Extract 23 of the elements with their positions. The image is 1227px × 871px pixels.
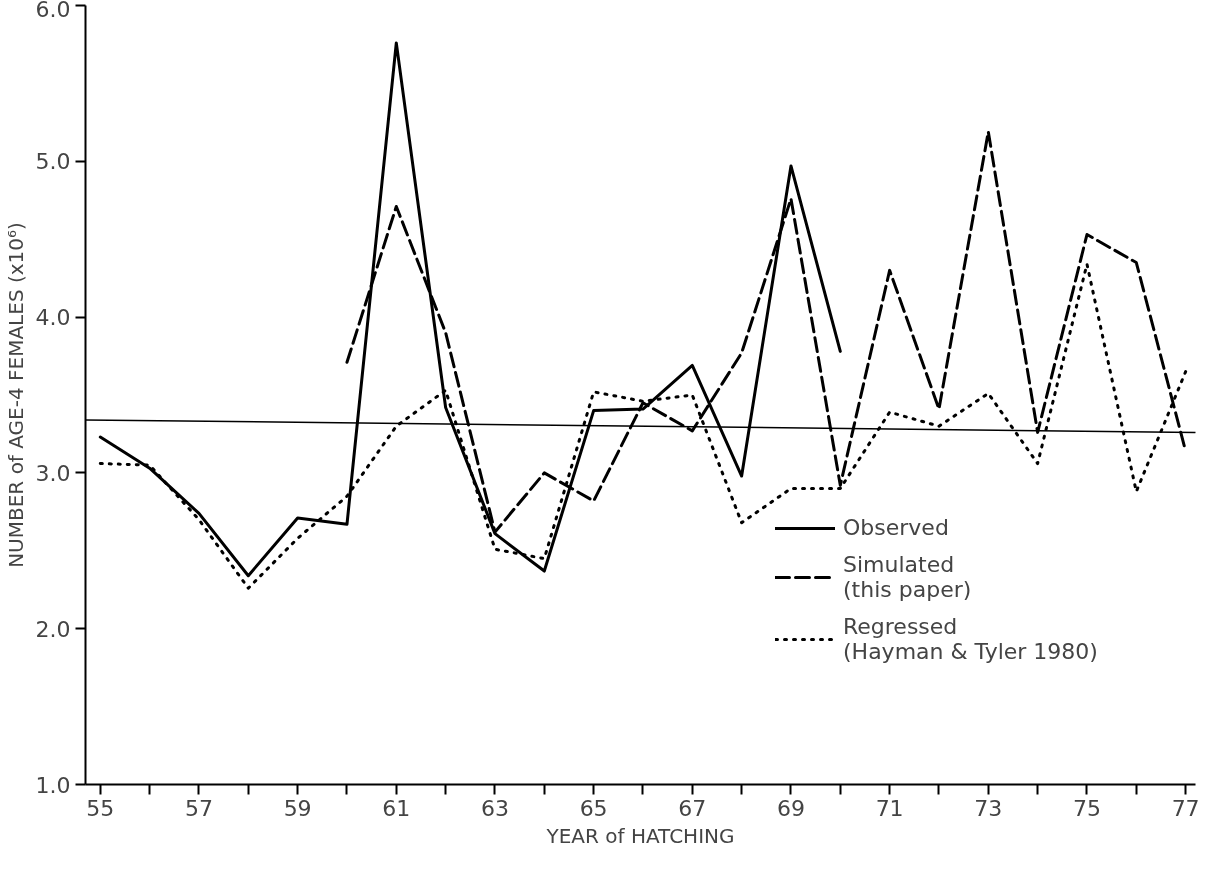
legend-label: Observed [843, 515, 949, 540]
x-tick-label: 63 [480, 795, 509, 821]
x-tick-label: 65 [579, 795, 608, 821]
x-tick-label: 71 [875, 795, 904, 821]
x-tick-label: 57 [184, 795, 213, 821]
x-tick-label: 77 [1171, 795, 1200, 821]
x-tick-label: 55 [86, 795, 115, 821]
x-tick-label: 59 [283, 795, 312, 821]
y-tick-label: 2.0 [35, 616, 71, 642]
x-tick-label: 61 [382, 795, 411, 821]
y-tick-label: 5.0 [35, 149, 71, 175]
y-tick-label: 1.0 [35, 772, 71, 798]
y-tick-label: 3.0 [35, 460, 71, 486]
y-tick-label: 6.0 [35, 0, 71, 22]
x-tick-label: 69 [776, 795, 805, 821]
y-axis-title: NUMBER of AGE-4 FEMALES (x10⁶) [3, 222, 28, 568]
legend-label: Simulated (this paper) [843, 552, 972, 602]
x-tick-label: 75 [1072, 795, 1101, 821]
legend-label: Regressed (Hayman & Tyler 1980) [843, 614, 1098, 664]
y-tick-label: 4.0 [35, 305, 71, 331]
x-tick-label: 73 [974, 795, 1003, 821]
x-axis-title: YEAR of HATCHING [545, 823, 735, 848]
x-tick-label: 67 [678, 795, 707, 821]
